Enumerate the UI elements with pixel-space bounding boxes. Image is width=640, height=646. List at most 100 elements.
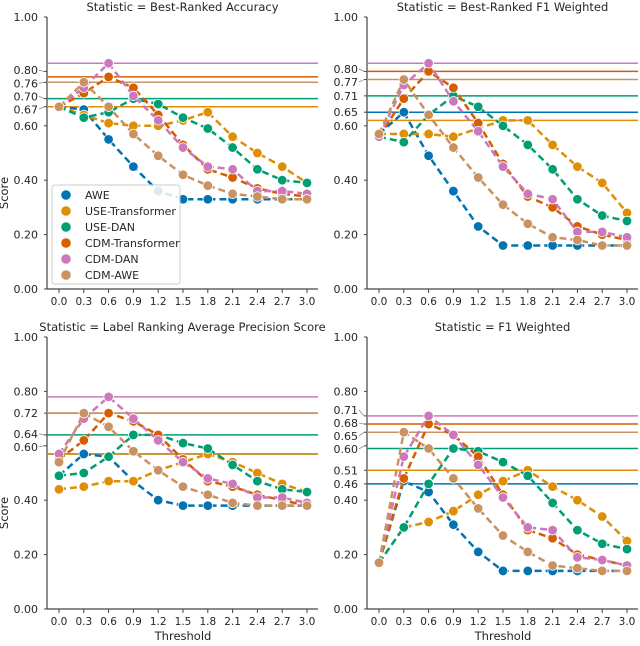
data-point xyxy=(103,451,114,462)
legend-marker xyxy=(61,270,71,280)
data-point xyxy=(473,172,484,183)
data-point xyxy=(252,191,263,202)
x-tick-label: 1.5 xyxy=(495,616,512,628)
data-point xyxy=(473,221,484,232)
data-point xyxy=(547,560,558,571)
data-point xyxy=(423,150,434,161)
data-point xyxy=(572,563,583,574)
x-tick-label: 0.3 xyxy=(395,616,412,628)
y-tick-label: 0.51 xyxy=(334,464,359,477)
y-tick-label: 0.65 xyxy=(334,430,359,443)
y-tick-leader xyxy=(38,445,45,448)
data-point xyxy=(597,554,608,566)
data-point xyxy=(547,232,558,243)
subplot-1: Statistic = Best-Ranked Accuracy 0.00 0.20… xyxy=(0,0,318,308)
data-point xyxy=(572,161,583,172)
x-tick-label: 1.8 xyxy=(519,616,536,628)
legend-marker xyxy=(61,222,71,232)
y-tick-label: 0.20 xyxy=(334,229,359,242)
x-tick-label: 0.6 xyxy=(100,616,117,628)
data-point xyxy=(547,164,558,175)
y-tick-label: 0.60 xyxy=(334,120,359,133)
y-tick-leader xyxy=(358,409,365,417)
legend-label: CDM-DAN xyxy=(85,253,139,266)
x-tick-label: 1.2 xyxy=(150,616,167,628)
data-point xyxy=(53,456,65,468)
data-point xyxy=(448,429,459,441)
y-tick-leader xyxy=(38,95,45,99)
series-line xyxy=(378,94,628,223)
data-point xyxy=(497,456,509,468)
y-tick-label: 0.40 xyxy=(334,174,359,187)
data-point xyxy=(621,215,633,227)
data-point xyxy=(423,128,434,140)
data-point xyxy=(448,82,459,93)
data-point xyxy=(398,74,410,85)
x-tick-label: 3.0 xyxy=(619,296,636,308)
data-point xyxy=(448,131,459,142)
data-point xyxy=(473,503,484,514)
y-tick-label: 0.40 xyxy=(14,174,39,187)
data-point xyxy=(597,240,608,251)
x-tick-label: 3.0 xyxy=(299,296,316,308)
y-tick-label: 0.76 xyxy=(14,77,39,90)
data-point xyxy=(103,407,114,419)
y-tick-label: 0.00 xyxy=(14,283,39,296)
x-tick-label: 0.0 xyxy=(371,296,388,308)
legend-label: USE-DAN xyxy=(85,221,135,234)
legend-box xyxy=(51,184,181,285)
y-tick-label: 0.80 xyxy=(14,385,39,398)
y-tick-label: 0.71 xyxy=(334,404,359,417)
data-point xyxy=(423,443,434,454)
data-point xyxy=(398,136,410,148)
y-axis-label: Score xyxy=(0,497,11,529)
data-point xyxy=(277,161,288,172)
data-point xyxy=(398,522,410,533)
y-tick-label: 0.60 xyxy=(334,443,359,456)
y-tick-label: 0.46 xyxy=(334,478,359,491)
x-tick-label: 1.2 xyxy=(150,296,167,308)
y-tick-label: 0.40 xyxy=(14,494,39,507)
data-point xyxy=(152,150,164,161)
y-tick-leader xyxy=(358,431,365,437)
data-point xyxy=(448,473,459,484)
data-point xyxy=(252,500,263,511)
series-line xyxy=(377,61,628,239)
x-tick-label: 2.4 xyxy=(249,296,266,308)
data-point xyxy=(423,478,434,490)
data-point xyxy=(621,543,633,555)
y-tick-label: 0.60 xyxy=(14,441,39,454)
data-point xyxy=(152,465,164,476)
data-point xyxy=(78,448,90,460)
data-point xyxy=(448,96,459,107)
data-point xyxy=(497,199,509,210)
y-tick-leader xyxy=(38,69,45,72)
data-point xyxy=(522,565,534,577)
data-point xyxy=(547,481,558,492)
x-tick-label: 1.2 xyxy=(470,296,487,308)
x-tick-label: 0.3 xyxy=(395,296,412,308)
data-point xyxy=(128,475,139,487)
subplot-title: Statistic = Best-Ranked Accuracy xyxy=(87,0,279,14)
x-tick-label: 0.6 xyxy=(420,296,437,308)
x-tick-label: 2.4 xyxy=(569,616,586,628)
data-point xyxy=(103,475,114,487)
data-point xyxy=(473,101,484,112)
data-point xyxy=(177,437,189,449)
data-point xyxy=(128,429,139,441)
x-tick-label: 3.0 xyxy=(619,616,636,628)
legend-label: USE-Transformer xyxy=(85,205,176,218)
data-point xyxy=(572,194,583,205)
data-point xyxy=(103,391,114,403)
y-tick-label: 0.77 xyxy=(334,76,359,89)
y-tick-label: 0.65 xyxy=(334,106,359,119)
y-tick-leader xyxy=(38,81,45,84)
data-point xyxy=(522,218,534,229)
series-cdm-awe xyxy=(53,77,313,205)
data-point xyxy=(78,407,90,419)
data-point xyxy=(547,497,558,509)
legend-label: CDM-AWE xyxy=(85,269,139,282)
series-line xyxy=(377,77,627,247)
data-point xyxy=(78,112,90,123)
data-point xyxy=(103,117,114,129)
